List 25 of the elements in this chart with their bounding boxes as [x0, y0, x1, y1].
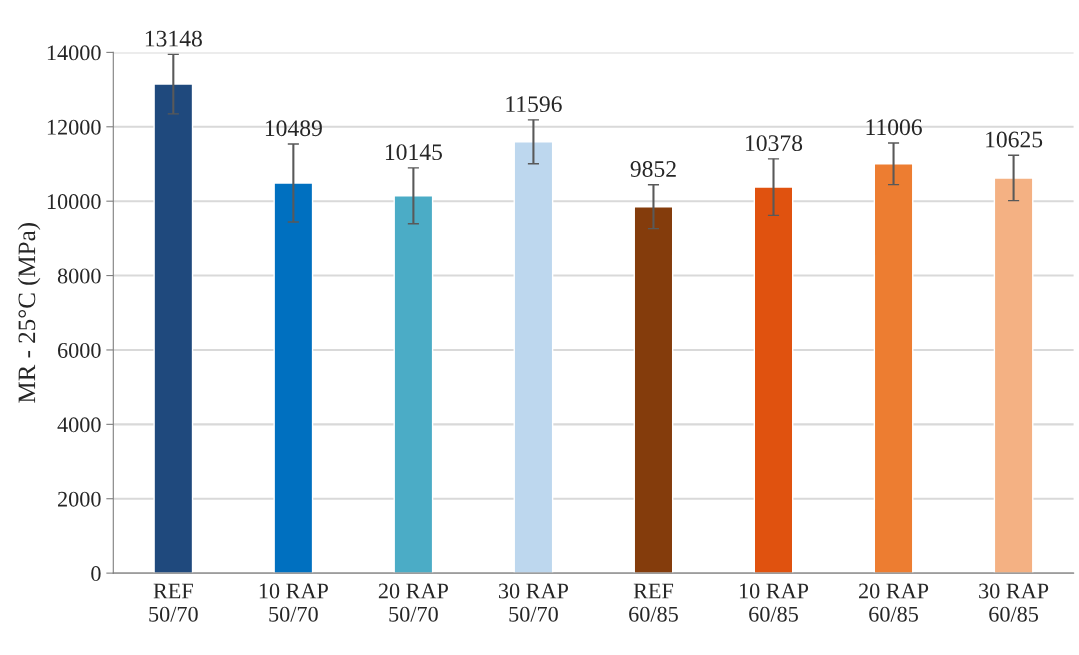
x-tick-label: 20 RAP 50/70: [378, 583, 449, 622]
x-tick-label: REF 50/70: [149, 583, 198, 622]
data-label: 9852: [630, 161, 676, 177]
y-tick-label: 0: [91, 566, 101, 582]
data-label: 10145: [385, 144, 442, 161]
y-tick-label: 4000: [57, 417, 101, 433]
data-label: 10489: [265, 120, 322, 137]
y-tick-label: 2000: [58, 491, 101, 507]
data-label: 10625: [986, 131, 1043, 148]
x-tick-label: 20 RAP 60/85: [859, 583, 929, 622]
x-tick-label: 10 RAP 50/70: [259, 583, 328, 622]
y-axis-title: MR - 25°C (MPa): [17, 223, 41, 403]
x-tick-label: 30 RAP 60/85: [979, 583, 1049, 622]
data-label: 11006: [866, 119, 922, 136]
y-tick-label: 8000: [57, 268, 101, 284]
x-tick-label: 10 RAP 60/85: [739, 583, 809, 622]
y-tick-label: 6000: [58, 342, 101, 358]
y-tick-label: 12000: [47, 119, 101, 135]
x-tick-label: 30 RAP 50/70: [498, 583, 569, 622]
data-label: 11596: [506, 96, 562, 113]
y-tick-label: 10000: [47, 194, 101, 210]
data-label: 13148: [145, 30, 202, 47]
x-tick-label: REF 60/85: [629, 583, 678, 622]
y-tick-label: 14000: [47, 45, 101, 61]
data-label: 10378: [746, 135, 803, 152]
